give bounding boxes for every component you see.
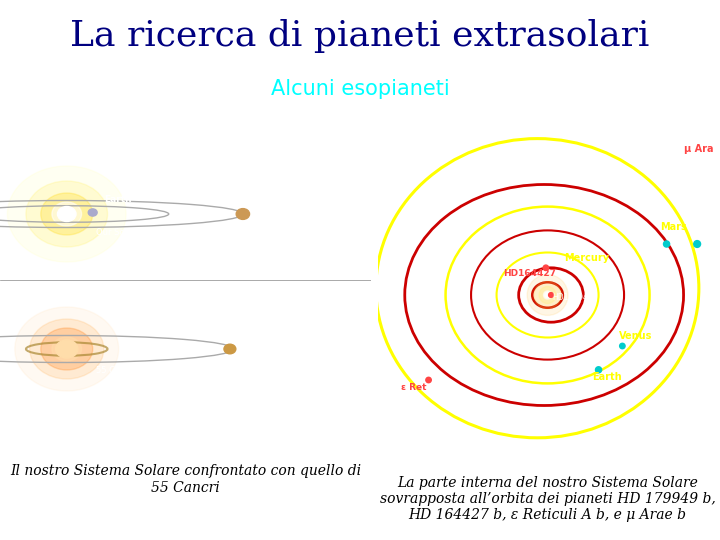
Circle shape [527, 275, 568, 315]
Circle shape [595, 367, 602, 373]
Circle shape [224, 344, 236, 354]
Circle shape [545, 292, 550, 298]
Text: ε Ret: ε Ret [401, 383, 427, 392]
Circle shape [539, 287, 556, 303]
Text: Our Solar System: Our Solar System [96, 228, 170, 237]
Text: Il nostro Sistema Solare confrontato con quello di
55 Cancri: Il nostro Sistema Solare confrontato con… [10, 464, 361, 495]
Text: HD179949: HD179949 [553, 293, 593, 302]
Circle shape [620, 343, 625, 349]
Text: Earth: Earth [104, 195, 132, 204]
Circle shape [543, 265, 549, 271]
Circle shape [236, 208, 250, 219]
Circle shape [55, 340, 78, 358]
Circle shape [30, 319, 104, 379]
Circle shape [7, 166, 126, 262]
Text: Venus: Venus [619, 331, 652, 341]
Text: Mars: Mars [660, 222, 686, 232]
Text: Mercury: Mercury [564, 253, 610, 263]
Text: Jupiter: Jupiter [204, 189, 238, 198]
Circle shape [664, 241, 670, 247]
Circle shape [52, 337, 81, 361]
Circle shape [26, 181, 107, 247]
Circle shape [89, 209, 97, 216]
Text: μ Ara: μ Ara [683, 144, 713, 154]
Text: HD164427: HD164427 [503, 269, 557, 278]
Text: La ricerca di pianeti extrasolari: La ricerca di pianeti extrasolari [71, 19, 649, 53]
Circle shape [15, 307, 119, 391]
Circle shape [58, 206, 76, 221]
Circle shape [41, 328, 93, 370]
Text: Earth: Earth [592, 372, 621, 382]
Circle shape [549, 293, 554, 298]
Text: La parte interna del nostro Sistema Solare
sovrapposta all’orbita dei pianeti HD: La parte interna del nostro Sistema Sola… [379, 476, 716, 522]
Circle shape [694, 241, 701, 247]
Text: 55 Cancri System: 55 Cancri System [96, 366, 171, 375]
Circle shape [534, 281, 561, 308]
Circle shape [544, 291, 552, 299]
Text: Alcuni esopianeti: Alcuni esopianeti [271, 78, 449, 99]
Circle shape [426, 377, 431, 383]
Circle shape [52, 202, 81, 226]
Circle shape [41, 193, 93, 235]
